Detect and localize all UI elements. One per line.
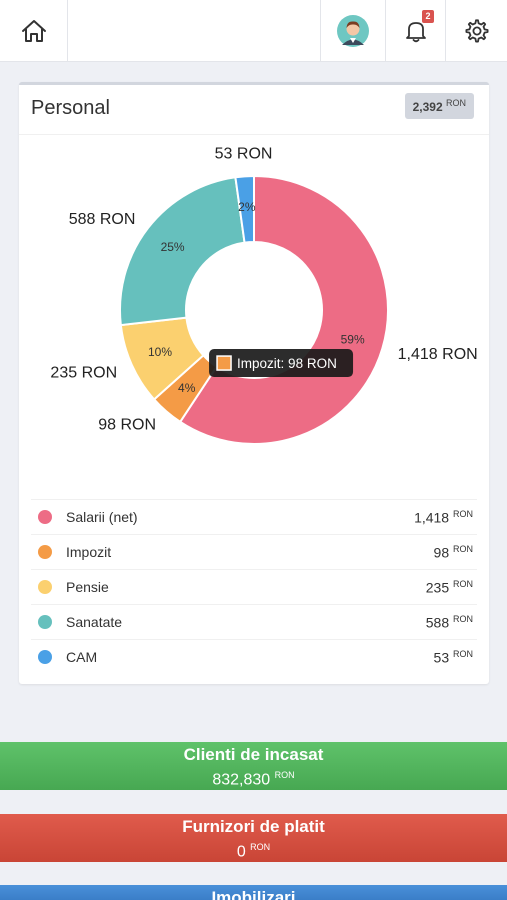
total-badge: 2,392 RON (404, 93, 474, 119)
legend-dot (38, 650, 52, 664)
imobilizari-panel[interactable]: Imobilizari (0, 885, 507, 900)
value-label-cam: 53 RON (215, 145, 273, 162)
legend-label: Pensie (66, 579, 109, 595)
summary-value: 0 RON (0, 837, 507, 862)
bell-icon (405, 22, 426, 43)
legend-value: 235 RON (426, 579, 473, 596)
gear-icon (465, 19, 488, 43)
percent-label-salarii: 59% (341, 333, 365, 347)
legend-label: Impozit (66, 544, 112, 560)
summary-title: Clienti de incasat (183, 745, 324, 764)
legend-dot (38, 580, 52, 594)
legend-dot (38, 615, 52, 629)
legend-item-cam[interactable]: CAM 53 RON (31, 639, 477, 674)
legend-dot (38, 510, 52, 524)
card-header: Personal 2,392 RON (19, 85, 489, 135)
summary-amount: 0 (236, 843, 246, 861)
home-icon (21, 20, 46, 42)
legend-item-sanatate[interactable]: Sanatate 588 RON (31, 604, 477, 639)
user-avatar-button[interactable] (320, 0, 386, 62)
legend-label: Sanatate (66, 614, 123, 630)
summary-currency: RON (274, 770, 295, 780)
summary-currency: RON (250, 842, 271, 852)
legend-value: 1,418 RON (414, 509, 473, 526)
total-value: 2,392 (412, 100, 443, 114)
value-label-sanatate: 588 RON (69, 211, 136, 228)
legend-value: 588 RON (426, 614, 473, 631)
furnizori-de-platit-panel[interactable]: Furnizori de platit 0 RON (0, 814, 507, 862)
home-button[interactable] (0, 0, 68, 62)
legend-amount: 235 (425, 579, 450, 596)
legend-amount: 98 (433, 544, 450, 561)
legend-item-impozit[interactable]: Impozit 98 RON (31, 534, 477, 569)
legend-value: 98 RON (434, 544, 473, 561)
value-label-salarii: 1,418 RON (398, 346, 478, 363)
percent-label-pensie: 10% (148, 345, 172, 359)
card-title: Personal (31, 97, 110, 119)
legend-label: CAM (66, 649, 98, 665)
summary-amount: 832,830 (212, 771, 271, 789)
legend-value: 53 RON (434, 649, 473, 666)
notification-badge: 2 (422, 10, 434, 23)
legend-currency: RON (453, 578, 473, 589)
notifications-button[interactable]: 2 (386, 0, 446, 62)
clienti-de-incasat-panel[interactable]: Clienti de incasat 832,830 RON (0, 742, 507, 790)
summary-value: 832,830 RON (0, 765, 507, 790)
legend-amount: 53 (433, 649, 450, 666)
summary-title: Imobilizari (211, 888, 296, 900)
legend-item-salarii[interactable]: Salarii (net) 1,418 RON (31, 499, 477, 534)
percent-label-sanatate: 25% (161, 240, 185, 254)
slice-sanatate[interactable] (119, 176, 246, 327)
total-currency: RON (446, 98, 466, 108)
percent-label-cam: 2% (238, 200, 256, 214)
top-bar: 2 (0, 0, 507, 62)
legend-amount: 588 (425, 614, 450, 631)
doughnut-chart: 59% 4% 10% 25% 2% 1,418 RON 98 RON 235 RON 588 R… (50, 145, 478, 445)
chart-legend: Salarii (net) 1,418 RON Impozit 98 RON P… (31, 499, 477, 674)
tooltip-swatch (216, 355, 232, 371)
value-label-impozit: 98 RON (98, 417, 156, 434)
legend-currency: RON (453, 508, 473, 519)
slice-cam[interactable] (234, 174, 255, 244)
value-label-pensie: 235 RON (50, 364, 117, 381)
percent-label-impozit: 4% (178, 381, 196, 395)
legend-item-pensie[interactable]: Pensie 235 RON (31, 569, 477, 604)
legend-label: Salarii (net) (66, 509, 138, 525)
tooltip-text: Impozit: 98 RON (237, 356, 337, 371)
summary-title: Furnizori de platit (182, 817, 325, 836)
legend-amount: 1,418 (414, 509, 450, 526)
tooltip-box (209, 349, 354, 378)
legend-currency: RON (453, 613, 473, 624)
avatar (337, 15, 369, 47)
legend-currency: RON (453, 648, 473, 659)
chart-tooltip: Impozit: 98 RON (209, 349, 354, 378)
settings-button[interactable] (446, 0, 507, 62)
personal-card: Personal 2,392 RON 59% 4% 10% 25% 2% 1,418 RO… (19, 82, 489, 684)
legend-currency: RON (453, 543, 473, 554)
legend-dot (38, 545, 52, 559)
